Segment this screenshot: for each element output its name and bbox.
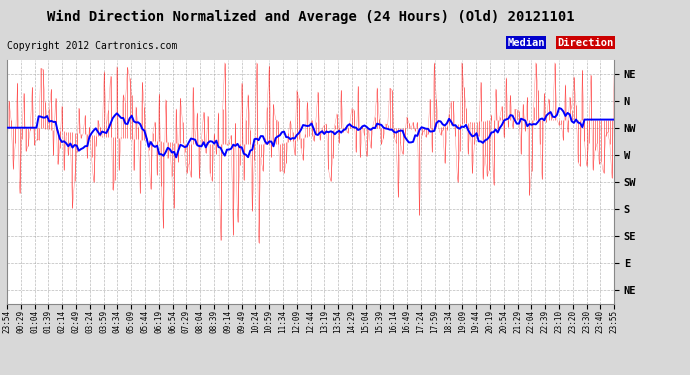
Text: Wind Direction Normalized and Average (24 Hours) (Old) 20121101: Wind Direction Normalized and Average (2…	[47, 9, 574, 24]
Text: Direction: Direction	[558, 38, 614, 48]
Text: Median: Median	[507, 38, 544, 48]
Text: Copyright 2012 Cartronics.com: Copyright 2012 Cartronics.com	[7, 41, 177, 51]
